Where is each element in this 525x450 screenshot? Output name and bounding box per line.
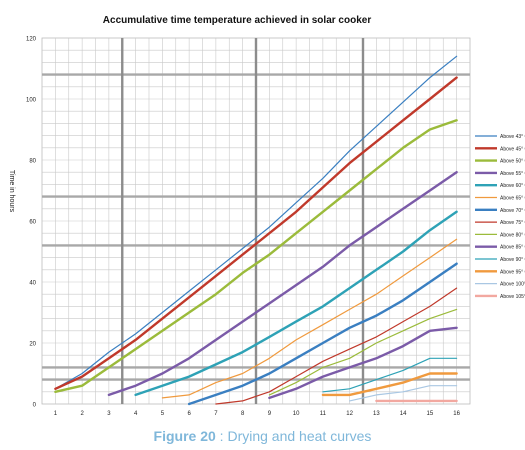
x-tick-label: 13 bbox=[373, 411, 380, 417]
figure-caption-text: : Drying and heat curves bbox=[215, 428, 372, 444]
x-tick-label: 12 bbox=[346, 411, 353, 417]
y-tick-label: 60 bbox=[29, 220, 36, 226]
series-line bbox=[215, 287, 458, 405]
x-tick-label: 2 bbox=[80, 411, 84, 417]
x-tick-label: 15 bbox=[427, 411, 434, 417]
series-lines bbox=[54, 55, 458, 406]
series-line bbox=[268, 326, 458, 400]
x-tick-label: 4 bbox=[134, 411, 138, 417]
figure-caption: Figure 20 : Drying and heat curves bbox=[0, 428, 525, 444]
legend-entry: Above 90° C bbox=[500, 257, 525, 263]
series-line bbox=[134, 210, 458, 397]
x-tick-label: 5 bbox=[161, 411, 165, 417]
series-line bbox=[54, 76, 458, 390]
series-line bbox=[349, 385, 458, 402]
figure-label: Figure 20 bbox=[153, 428, 216, 444]
y-tick-label: 100 bbox=[26, 98, 37, 104]
y-tick-label: 0 bbox=[33, 403, 37, 409]
y-tick-label: 120 bbox=[26, 37, 37, 43]
y-axis-label: Time in hours bbox=[8, 170, 15, 213]
chart-title: Accumulative time temperature achieved i… bbox=[103, 15, 372, 26]
x-tick-label: 11 bbox=[320, 411, 327, 417]
series-line bbox=[322, 357, 458, 393]
chart: Accumulative time temperature achieved i… bbox=[8, 15, 525, 418]
legend-entry: Above 50° C bbox=[500, 159, 525, 165]
series-line bbox=[321, 372, 458, 397]
x-tick-label: 1 bbox=[54, 411, 58, 417]
series-line bbox=[268, 308, 458, 396]
x-tick-label: 14 bbox=[400, 411, 407, 417]
series-line bbox=[107, 170, 458, 397]
x-tick-label: 3 bbox=[107, 411, 111, 417]
y-tick-label: 20 bbox=[29, 342, 36, 348]
x-tick-label: 9 bbox=[268, 411, 272, 417]
y-tick-label: 40 bbox=[29, 281, 36, 287]
legend-entry: Above 80° C bbox=[500, 232, 525, 238]
y-tick-label: 80 bbox=[29, 159, 36, 165]
legend-entry: Above 105° C bbox=[500, 294, 525, 300]
legend-entry: Above 65° C bbox=[500, 196, 525, 202]
x-tick-label: 6 bbox=[187, 411, 191, 417]
x-tick-label: 10 bbox=[293, 411, 300, 417]
legend-entry: Above 45° C bbox=[500, 146, 525, 152]
legend-entry: Above 60° C bbox=[500, 183, 525, 189]
legend-entry: Above 95° C bbox=[500, 269, 525, 275]
x-tick-label: 16 bbox=[453, 411, 460, 417]
legend-entry: Above 85° C bbox=[500, 245, 525, 251]
series-line bbox=[161, 238, 458, 399]
legend: Above 43° C Above 45° C Above 50° C Above 5… bbox=[475, 134, 525, 300]
series-line bbox=[54, 55, 458, 390]
x-tick-label: 8 bbox=[241, 411, 245, 417]
legend-entry: Above 75° C bbox=[500, 220, 525, 226]
grid bbox=[41, 37, 471, 405]
legend-entry: Above 43° C bbox=[500, 134, 525, 140]
x-tick-label: 7 bbox=[214, 411, 218, 417]
legend-entry: Above 70° C bbox=[500, 208, 525, 214]
line-chart: Accumulative time temperature achieved i… bbox=[8, 15, 525, 418]
series-line bbox=[187, 262, 458, 406]
legend-entry: Above 100° C bbox=[500, 282, 525, 288]
series-line bbox=[54, 119, 458, 393]
legend-entry: Above 55° C bbox=[500, 171, 525, 177]
